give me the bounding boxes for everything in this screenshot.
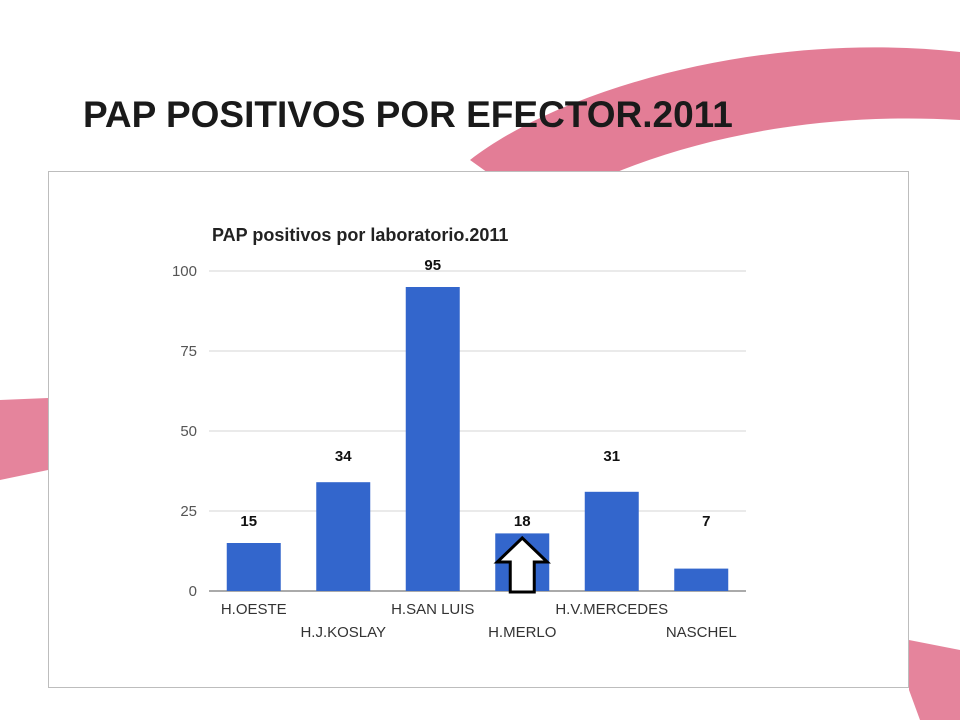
data-label: 34 bbox=[335, 448, 352, 465]
y-tick-label: 0 bbox=[189, 583, 197, 600]
data-label: 18 bbox=[514, 513, 531, 530]
x-category-label: NASCHEL bbox=[666, 624, 737, 641]
y-tick-label: 100 bbox=[172, 263, 197, 280]
chart-title: PAP positivos por laboratorio.2011 bbox=[212, 225, 508, 245]
data-label: 95 bbox=[424, 257, 441, 274]
y-tick-label: 50 bbox=[180, 423, 197, 440]
data-label: 31 bbox=[603, 448, 620, 465]
x-category-label: H.OESTE bbox=[221, 601, 287, 618]
bar bbox=[226, 543, 281, 591]
x-category-label: H.V.MERCEDES bbox=[555, 601, 668, 618]
data-label: 7 bbox=[702, 513, 710, 530]
bar bbox=[405, 287, 460, 591]
y-tick-label: 25 bbox=[180, 503, 197, 520]
bar bbox=[316, 482, 371, 591]
bar bbox=[674, 568, 729, 591]
data-label: 15 bbox=[240, 513, 257, 530]
chart-panel: PAP positivos por laboratorio.2011 0 25 50 7… bbox=[48, 171, 909, 688]
x-category-label: H.J.KOSLAY bbox=[300, 624, 386, 641]
bar bbox=[584, 491, 639, 591]
y-tick-label: 75 bbox=[180, 343, 197, 360]
bar-chart: PAP positivos por laboratorio.2011 0 25 50 7… bbox=[172, 225, 746, 641]
up-arrow-outline-icon bbox=[493, 535, 551, 594]
x-category-label: H.MERLO bbox=[488, 624, 556, 641]
x-category-label: H.SAN LUIS bbox=[391, 601, 474, 618]
slide-title: PAP POSITIVOS POR EFECTOR.2011 bbox=[83, 94, 733, 135]
